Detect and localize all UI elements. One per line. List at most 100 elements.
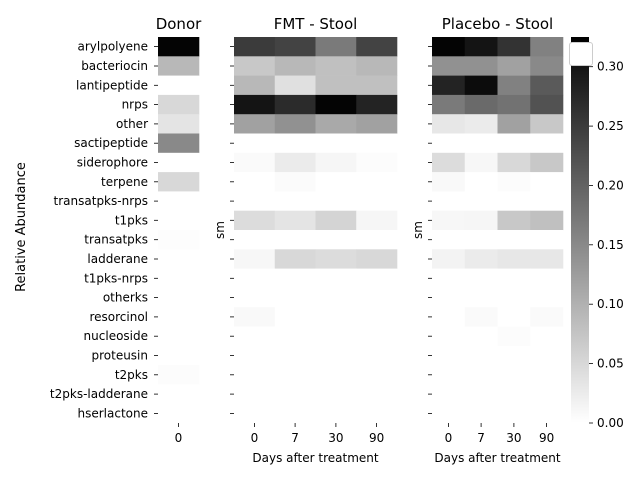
heatmap-cell (274, 249, 316, 269)
heatmap-cell (464, 152, 498, 173)
heatmap-cell (497, 133, 531, 154)
heatmap-cell (274, 345, 316, 366)
heatmap-cell (234, 268, 276, 289)
y-tick-label: t2pks (115, 368, 148, 382)
heatmap-cell (530, 230, 564, 250)
heatmap-cell (432, 384, 466, 404)
heatmap-cell (158, 365, 200, 385)
panel-1: FMT - Stool sm 0 7 30 90 Days after treatment (213, 15, 398, 465)
colorbar-tick-label: 0.20 (597, 179, 624, 193)
heatmap-cell (315, 365, 357, 385)
heatmap-cell (274, 230, 316, 250)
heatmap-cell (356, 230, 398, 250)
heatmap-cell (464, 191, 498, 211)
heatmap-cell (464, 114, 498, 134)
heatmap-cell (432, 365, 466, 385)
y-tick-label: hserlactone (78, 406, 149, 420)
heatmap-cell (234, 249, 276, 269)
heatmap-cell (464, 133, 498, 154)
heatmap-cell (158, 37, 200, 57)
heatmap-cell (497, 287, 531, 308)
heatmap-cell (530, 345, 564, 366)
heatmap-cell (356, 403, 398, 424)
heatmap-cell (315, 230, 357, 250)
heatmap-cell (315, 268, 357, 289)
heatmap-cell (274, 287, 316, 308)
heatmap-cell (464, 326, 498, 347)
heatmap-cell (432, 172, 466, 192)
heatmap-cell (464, 172, 498, 192)
y-tick-label: ladderane (87, 252, 148, 266)
heatmap-cell (497, 249, 531, 269)
heatmap-cell (464, 249, 498, 269)
heatmap-cell (274, 191, 316, 211)
y-tick-label: transatpks-nrps (54, 194, 148, 208)
heatmap-cell (464, 94, 498, 115)
heatmap-cell (274, 210, 316, 231)
colorbar: 0.00 0.05 0.10 0.15 0.20 0.25 0.30 (571, 37, 624, 430)
heatmap-cell (234, 37, 276, 57)
panel-x-label: Days after treatment (434, 451, 560, 465)
heatmap-cell (158, 172, 200, 192)
y-tick-label: otherks (103, 291, 148, 305)
heatmap-cell (158, 114, 200, 134)
x-tick-label: 0 (445, 431, 453, 445)
heatmap-cell (158, 191, 200, 211)
heatmap-cell (464, 384, 498, 404)
heatmap-cell (158, 75, 200, 96)
heatmap-cell (234, 210, 276, 231)
heatmap-cell (497, 37, 531, 57)
heatmap-cell (234, 133, 276, 154)
heatmap-cell (234, 56, 276, 76)
colorbar-tick-label: 0.30 (597, 60, 624, 74)
heatmap-cell (315, 403, 357, 424)
heatmap-cell (432, 56, 466, 76)
heatmap-cell (530, 172, 564, 192)
heatmap-cell (432, 326, 466, 347)
panel-y-label: sm (411, 221, 425, 239)
heatmap-cell (315, 345, 357, 366)
heatmap-cell (432, 403, 466, 424)
heatmap-cell (432, 230, 466, 250)
heatmap-cell (158, 345, 200, 366)
heatmap-cell (497, 230, 531, 250)
y-tick-label: terpene (101, 175, 148, 189)
heatmap-cell (530, 37, 564, 57)
heatmap-cell (158, 307, 200, 327)
heatmap-cell (315, 56, 357, 76)
heatmap-cell (432, 249, 466, 269)
y-tick-label: transatpks (84, 233, 148, 247)
heatmap-cell (497, 365, 531, 385)
heatmap-cell (274, 172, 316, 192)
heatmap-cell (234, 403, 276, 424)
heatmap-cell (158, 249, 200, 269)
heatmap-cell (158, 326, 200, 347)
heatmap-cell (315, 210, 357, 231)
heatmap-cell (432, 268, 466, 289)
heatmap-cell (356, 94, 398, 115)
y-tick-label: lantipeptide (76, 78, 148, 92)
panel-title: Donor (156, 15, 202, 33)
panel-title: FMT - Stool (274, 15, 358, 33)
colorbar-gradient (571, 37, 589, 423)
x-tick-label: 30 (506, 431, 521, 445)
heatmap-cell (432, 345, 466, 366)
heatmap-cell (356, 56, 398, 76)
legend (569, 42, 593, 66)
heatmap-cell (356, 191, 398, 211)
heatmap-cell (432, 37, 466, 57)
heatmap-cell (497, 345, 531, 366)
heatmap-cell (274, 326, 316, 347)
colorbar-tick-label: 0.05 (597, 357, 624, 371)
heatmap-cell (158, 230, 200, 250)
heatmap-cell (497, 75, 531, 96)
heatmap-cell (234, 230, 276, 250)
x-tick-label: 0 (251, 431, 259, 445)
heatmap-cell (530, 287, 564, 308)
heatmap-cell (464, 268, 498, 289)
heatmap-cell (234, 114, 276, 134)
heatmap-cell (356, 307, 398, 327)
heatmap-cell (497, 56, 531, 76)
heatmap-cell (158, 94, 200, 115)
heatmap-cell (315, 152, 357, 173)
